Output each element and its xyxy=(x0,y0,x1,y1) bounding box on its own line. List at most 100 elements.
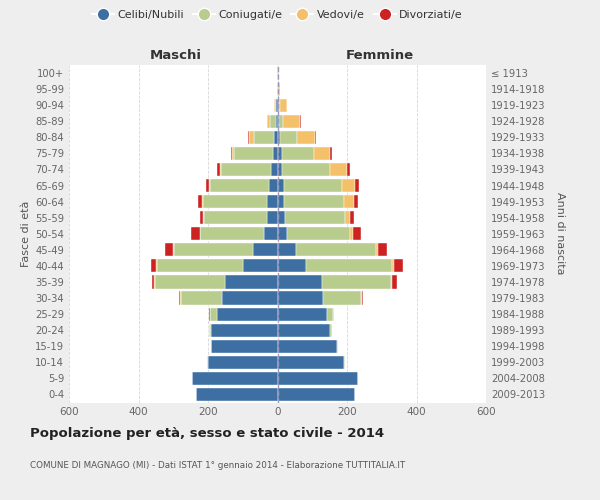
Bar xyxy=(267,211,277,224)
Bar xyxy=(253,243,277,256)
Bar xyxy=(173,243,174,256)
Bar xyxy=(350,211,354,224)
Bar xyxy=(202,195,203,208)
Bar xyxy=(248,130,249,144)
Bar xyxy=(277,211,285,224)
Bar xyxy=(361,292,362,304)
Bar xyxy=(354,195,358,208)
Bar xyxy=(342,179,355,192)
Bar xyxy=(333,308,334,320)
Bar xyxy=(277,308,327,320)
Bar xyxy=(377,243,388,256)
Bar xyxy=(362,292,363,304)
Bar xyxy=(152,276,154,288)
Bar xyxy=(277,147,281,160)
Bar xyxy=(315,130,316,144)
Bar xyxy=(284,195,344,208)
Bar xyxy=(277,292,323,304)
Bar xyxy=(272,147,277,160)
Bar xyxy=(314,147,331,160)
Bar xyxy=(277,372,358,385)
Bar xyxy=(203,195,267,208)
Bar xyxy=(191,227,200,240)
Bar xyxy=(280,130,297,144)
Bar xyxy=(355,179,359,192)
Bar xyxy=(234,147,272,160)
Bar xyxy=(350,227,353,240)
Bar xyxy=(296,243,376,256)
Bar xyxy=(277,98,278,112)
Bar xyxy=(222,292,277,304)
Bar xyxy=(263,227,277,240)
Bar xyxy=(391,276,392,288)
Bar xyxy=(344,356,345,369)
Bar xyxy=(209,179,211,192)
Bar xyxy=(165,243,173,256)
Bar xyxy=(269,114,276,128)
Bar xyxy=(151,260,156,272)
Bar xyxy=(230,147,232,160)
Bar xyxy=(180,292,181,304)
Bar xyxy=(203,211,204,224)
Bar xyxy=(281,147,314,160)
Bar xyxy=(217,308,277,320)
Bar xyxy=(232,147,234,160)
Bar xyxy=(345,211,350,224)
Text: Femmine: Femmine xyxy=(346,48,414,62)
Bar xyxy=(274,130,277,144)
Text: Maschi: Maschi xyxy=(149,48,202,62)
Y-axis label: Fasce di età: Fasce di età xyxy=(21,200,31,267)
Bar xyxy=(174,243,253,256)
Bar xyxy=(331,324,332,337)
Bar xyxy=(376,243,377,256)
Bar xyxy=(208,356,277,369)
Bar xyxy=(394,260,403,272)
Bar xyxy=(277,340,337,353)
Bar xyxy=(392,260,394,272)
Bar xyxy=(392,276,397,288)
Bar xyxy=(277,243,296,256)
Legend: Celibi/Nubili, Coniugati/e, Vedovi/e, Divorziati/e: Celibi/Nubili, Coniugati/e, Vedovi/e, Di… xyxy=(87,6,467,25)
Bar xyxy=(210,308,211,320)
Bar xyxy=(198,195,202,208)
Bar xyxy=(209,324,210,337)
Bar xyxy=(331,147,332,160)
Bar xyxy=(284,179,342,192)
Bar xyxy=(277,324,331,337)
Bar xyxy=(344,195,354,208)
Bar xyxy=(267,114,269,128)
Bar xyxy=(327,308,333,320)
Bar xyxy=(254,130,274,144)
Bar xyxy=(283,163,331,176)
Text: Popolazione per età, sesso e stato civile - 2014: Popolazione per età, sesso e stato civil… xyxy=(30,428,384,440)
Bar xyxy=(347,163,350,176)
Bar xyxy=(322,276,391,288)
Y-axis label: Anni di nascita: Anni di nascita xyxy=(555,192,565,275)
Bar xyxy=(211,324,277,337)
Bar xyxy=(221,163,271,176)
Bar xyxy=(277,195,284,208)
Bar xyxy=(277,130,280,144)
Bar xyxy=(211,179,269,192)
Bar xyxy=(279,114,283,128)
Bar xyxy=(220,163,221,176)
Bar xyxy=(243,260,277,272)
Bar xyxy=(277,227,287,240)
Bar xyxy=(271,163,277,176)
Bar xyxy=(277,276,322,288)
Bar xyxy=(200,227,263,240)
Bar xyxy=(277,114,279,128)
Bar xyxy=(211,340,277,353)
Bar xyxy=(277,179,284,192)
Bar xyxy=(193,372,277,385)
Bar xyxy=(278,82,280,96)
Bar xyxy=(206,179,209,192)
Bar xyxy=(200,211,203,224)
Bar xyxy=(154,276,155,288)
Bar xyxy=(300,114,301,128)
Bar xyxy=(285,211,345,224)
Bar xyxy=(277,388,355,401)
Bar xyxy=(181,292,222,304)
Bar xyxy=(306,260,392,272)
Bar xyxy=(210,324,211,337)
